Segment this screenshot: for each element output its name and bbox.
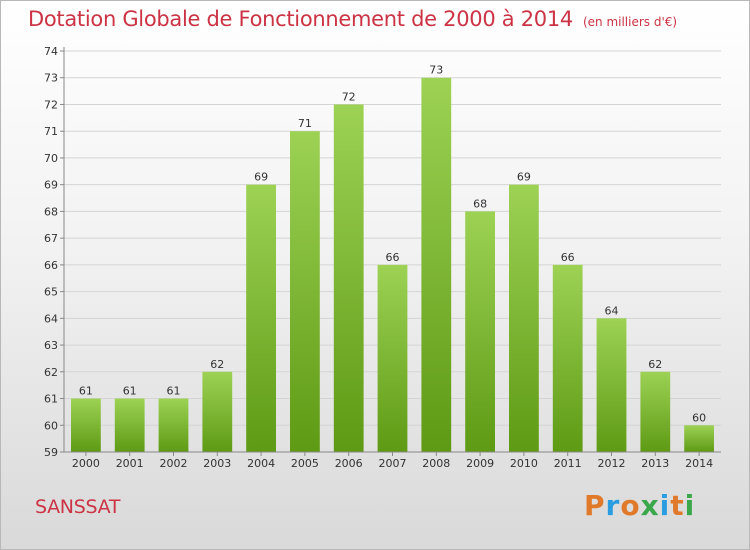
y-tick-label: 66 <box>44 259 58 272</box>
data-label: 69 <box>517 171 531 184</box>
bar <box>290 131 320 452</box>
data-label: 64 <box>605 304 619 317</box>
x-tick-label: 2006 <box>335 457 363 470</box>
y-tick-label: 59 <box>44 446 58 459</box>
y-tick-label: 69 <box>44 179 58 192</box>
y-tick-label: 62 <box>44 366 58 379</box>
chart-subtitle: (en milliers d'€) <box>582 15 678 29</box>
data-label: 62 <box>648 358 662 371</box>
logo-letter: P <box>584 489 606 522</box>
y-tick-label: 63 <box>44 339 58 352</box>
x-tick-label: 2002 <box>160 457 188 470</box>
proxiti-logo[interactable]: Proxiti <box>584 489 695 522</box>
x-tick-label: 2005 <box>291 457 319 470</box>
data-label: 71 <box>298 117 312 130</box>
bar <box>333 104 364 452</box>
x-tick-label: 2003 <box>203 457 231 470</box>
data-label: 69 <box>254 171 268 184</box>
data-label: 66 <box>386 251 400 264</box>
x-tick-label: 2000 <box>72 457 100 470</box>
axes: 59 60 61 62 63 64 65 66 67 68 69 70 71 72 73 74 2000 2001… <box>44 45 721 470</box>
bar <box>71 398 101 452</box>
data-label: 62 <box>210 358 224 371</box>
data-label: 66 <box>561 251 575 264</box>
logo-letter: i <box>684 489 696 522</box>
y-tick-label: 73 <box>44 72 58 85</box>
x-tick-label: 2010 <box>510 457 538 470</box>
logo-letter: t <box>670 489 685 522</box>
bar <box>114 398 145 452</box>
y-tick-label: 71 <box>44 125 58 138</box>
y-tick-label: 70 <box>44 152 58 165</box>
y-tick-label: 74 <box>44 45 58 58</box>
data-label: 68 <box>473 197 487 210</box>
bar <box>377 264 408 452</box>
x-tick-label: 2008 <box>422 457 450 470</box>
x-tick-label: 2012 <box>598 457 626 470</box>
logo-letter: i <box>659 489 671 522</box>
data-label: 72 <box>342 90 356 103</box>
bars: 61 61 61 62 69 71 72 66 73 68 69 66 64 62 60 <box>71 64 714 452</box>
bar <box>158 398 189 452</box>
x-tick-label: 2007 <box>379 457 407 470</box>
bar <box>465 211 495 452</box>
x-tick-label: 2001 <box>116 457 144 470</box>
x-tick-label: 2011 <box>554 457 582 470</box>
logo-letter: x <box>640 489 660 522</box>
bar <box>202 371 233 452</box>
x-tick-label: 2013 <box>641 457 669 470</box>
bar <box>684 425 714 452</box>
y-tick-label: 68 <box>44 205 58 218</box>
bar <box>640 371 671 452</box>
data-label: 60 <box>692 411 706 424</box>
x-tick-label: 2014 <box>685 457 713 470</box>
y-tick-label: 61 <box>44 393 58 406</box>
x-tick-label: 2009 <box>466 457 494 470</box>
y-tick-label: 67 <box>44 232 58 245</box>
bar <box>552 264 583 452</box>
x-tick-label: 2004 <box>247 457 275 470</box>
data-label: 61 <box>79 385 93 398</box>
bar <box>509 184 539 452</box>
data-label: 61 <box>123 385 137 398</box>
bar <box>596 318 627 452</box>
chart-title: Dotation Globale de Fonctionnement de 20… <box>28 7 573 31</box>
y-tick-label: 72 <box>44 98 58 111</box>
commune-name: SANSSAT <box>35 496 121 518</box>
y-tick-label: 65 <box>44 286 58 299</box>
y-tick-label: 64 <box>44 312 58 325</box>
title-line: Dotation Globale de Fonctionnement de 20… <box>28 7 677 31</box>
bar <box>246 184 276 452</box>
logo-letter: r <box>605 489 621 522</box>
bar <box>421 77 452 452</box>
data-label: 61 <box>167 385 181 398</box>
y-tick-label: 60 <box>44 419 58 432</box>
logo-letter: o <box>620 489 641 522</box>
data-label: 73 <box>429 64 443 77</box>
